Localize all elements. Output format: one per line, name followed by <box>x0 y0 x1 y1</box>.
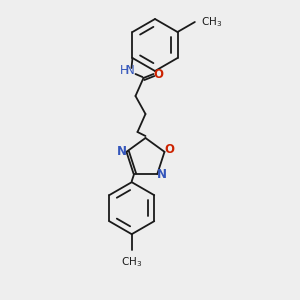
Text: N: N <box>126 64 135 77</box>
Text: O: O <box>164 143 175 156</box>
Text: CH$_3$: CH$_3$ <box>121 255 142 269</box>
Text: O: O <box>154 68 164 80</box>
Text: CH$_3$: CH$_3$ <box>201 15 222 29</box>
Text: H: H <box>120 64 129 77</box>
Text: N: N <box>116 145 127 158</box>
Text: N: N <box>157 168 167 181</box>
